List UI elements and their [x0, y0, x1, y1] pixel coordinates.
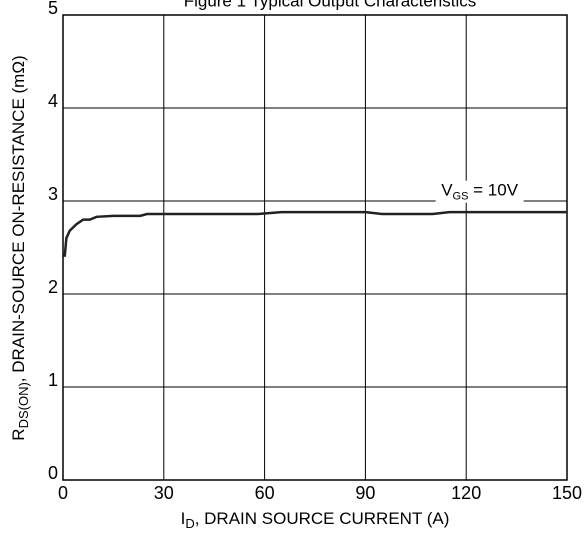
- y-tick-label: 5: [48, 0, 58, 18]
- label-main: I: [181, 509, 186, 528]
- axis-label: RDS(ON), DRAIN-SOURCE ON-RESISTANCE (mΩ): [9, 55, 31, 440]
- annotation: VGS = 10V: [441, 181, 519, 202]
- x-tick-label: 30: [154, 483, 174, 503]
- label-sub: GS: [453, 191, 469, 203]
- x-tick-label: 120: [451, 483, 481, 503]
- y-tick-label: 0: [48, 463, 58, 483]
- label-sub: DS(ON): [16, 382, 31, 428]
- y-tick-label: 2: [48, 277, 58, 297]
- series-line: [63, 210, 567, 257]
- chart-title: Figure 1 Typical Output Characteristics: [184, 0, 477, 10]
- axis-label: ID, DRAIN SOURCE CURRENT (A): [181, 509, 450, 531]
- label-rest: , DRAIN-SOURCE ON-RESISTANCE (mΩ): [9, 55, 28, 382]
- annotation-bg: [435, 180, 524, 203]
- label-rest: , DRAIN SOURCE CURRENT (A): [195, 509, 450, 528]
- y-tick-label: 4: [48, 91, 58, 111]
- x-tick-label: 60: [255, 483, 275, 503]
- x-tick-label: 90: [355, 483, 375, 503]
- label-main: V: [441, 181, 453, 200]
- label-main: R: [9, 428, 28, 440]
- y-tick-label: 1: [48, 370, 58, 390]
- x-tick-label: 150: [552, 483, 582, 503]
- y-tick-label: 3: [48, 184, 58, 204]
- label-sub: D: [185, 516, 194, 531]
- y-label-group: RDS(ON), DRAIN-SOURCE ON-RESISTANCE (mΩ): [9, 55, 31, 440]
- label-rest: = 10V: [468, 181, 518, 200]
- plot-frame: [62, 14, 568, 481]
- x-tick-label: 0: [58, 483, 68, 503]
